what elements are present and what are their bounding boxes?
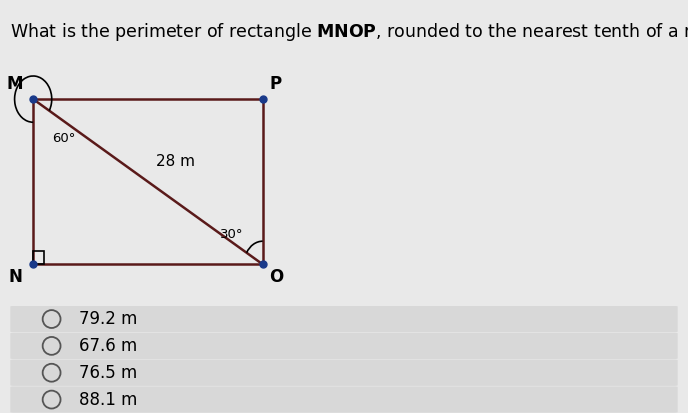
- Text: M: M: [6, 74, 23, 93]
- FancyBboxPatch shape: [10, 387, 678, 413]
- Text: 76.5 m: 76.5 m: [79, 364, 138, 382]
- Text: 67.6 m: 67.6 m: [79, 337, 138, 355]
- Text: P: P: [269, 74, 281, 93]
- Text: O: O: [269, 268, 283, 286]
- FancyBboxPatch shape: [10, 306, 678, 332]
- Text: 79.2 m: 79.2 m: [79, 310, 138, 328]
- Text: 60°: 60°: [52, 132, 75, 145]
- Text: 88.1 m: 88.1 m: [79, 391, 138, 408]
- Text: N: N: [9, 268, 23, 286]
- FancyBboxPatch shape: [10, 333, 678, 359]
- FancyBboxPatch shape: [10, 360, 678, 386]
- Bar: [33, 251, 44, 264]
- Text: 30°: 30°: [220, 228, 244, 241]
- Text: What is the perimeter of rectangle $\bf{MNOP}$, rounded to the nearest tenth of : What is the perimeter of rectangle $\bf{…: [10, 21, 688, 43]
- Text: 28 m: 28 m: [156, 154, 195, 169]
